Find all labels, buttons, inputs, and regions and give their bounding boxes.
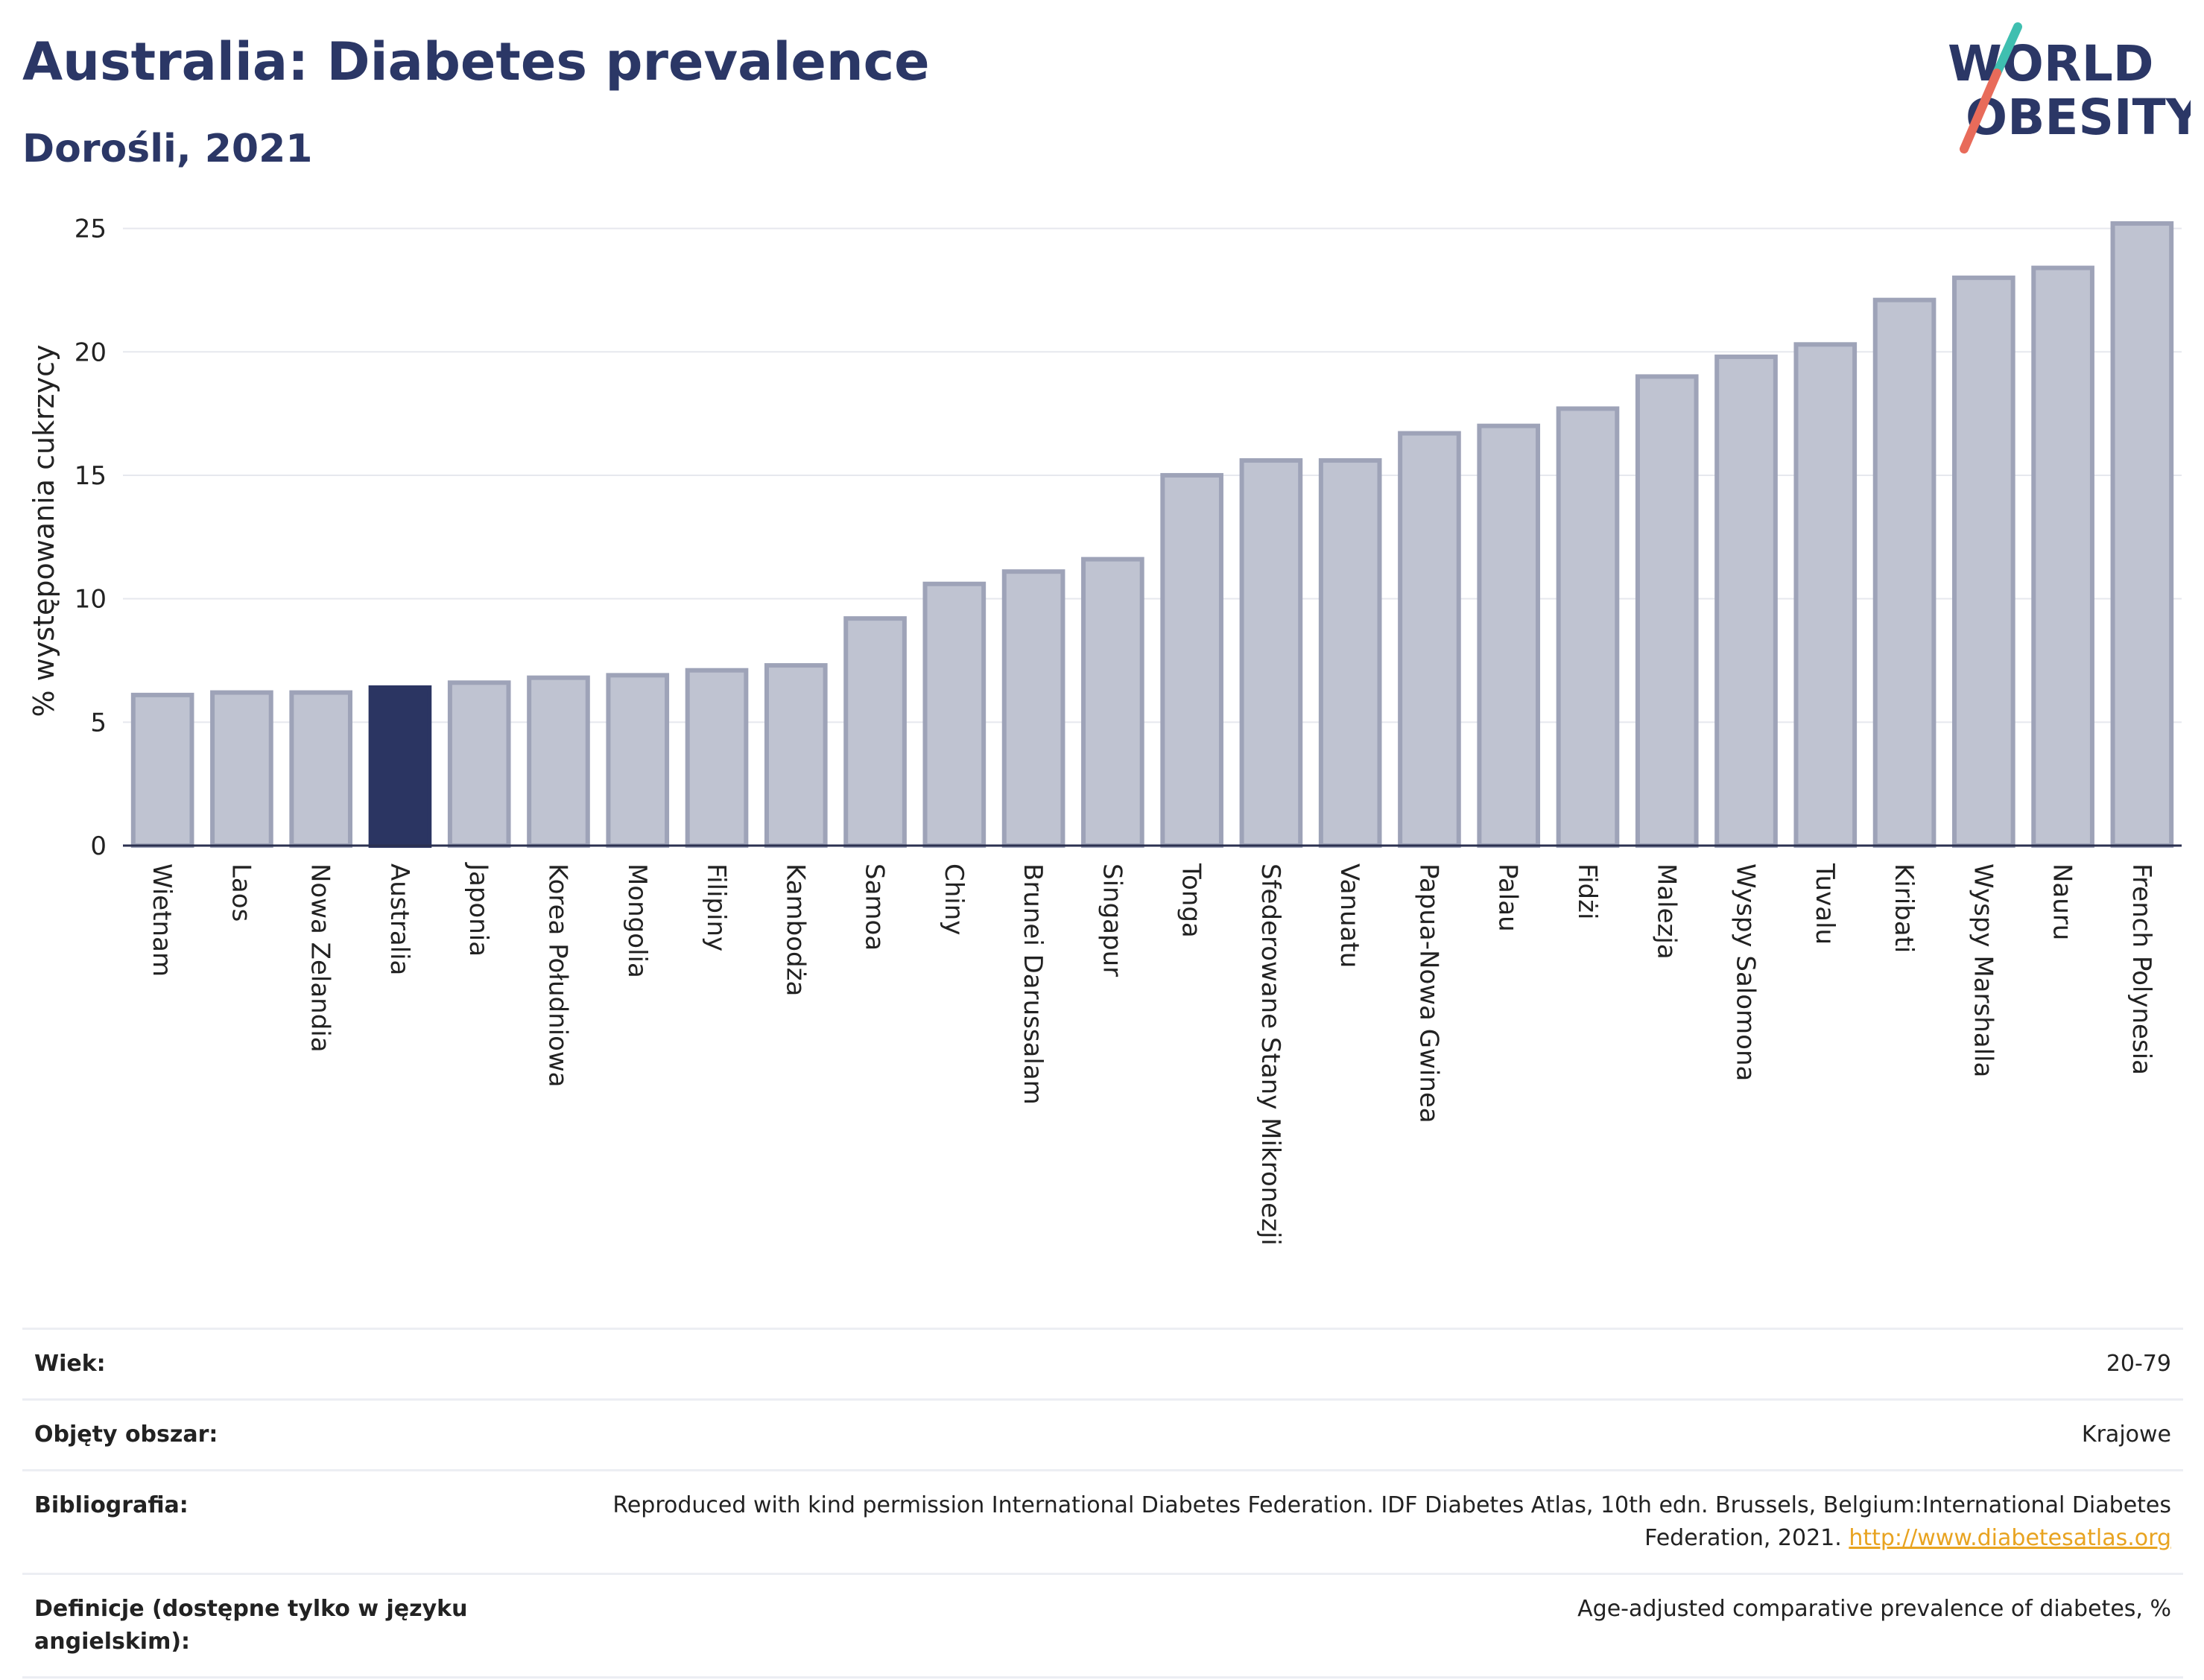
bar-malezja — [1635, 374, 1699, 848]
metadata-table: Wiek: 20-79 Objęty obszar: Krajowe Bibli… — [22, 1328, 2183, 1679]
x-tick-label: Nowa Zelandia — [305, 863, 335, 1053]
x-tick-label: Kambodża — [780, 863, 810, 996]
x-tick-label: Chiny — [939, 863, 969, 935]
bar-tuvalu — [1793, 342, 1858, 848]
x-tick-label: French Polynesia — [2127, 863, 2156, 1075]
meta-value-age: 20-79 — [2106, 1351, 2171, 1377]
bar-laos — [210, 690, 273, 848]
y-tick-label: 0 — [90, 831, 107, 861]
meta-label-bibliography: Bibliografia: — [34, 1492, 189, 1518]
x-tick-label: Vanuatu — [1334, 863, 1364, 968]
diabetesatlas-link[interactable]: http://www.diabetesatlas.org — [1849, 1525, 2171, 1551]
x-tick-label: Palau — [1493, 863, 1523, 932]
bar-japonia — [447, 680, 511, 849]
x-tick-label: Samoa — [860, 863, 890, 951]
x-tick-label: Japonia — [463, 862, 493, 957]
bar-filipiny — [685, 668, 749, 848]
bibliography-text: Reproduced with kind permission Internat… — [612, 1492, 2171, 1551]
x-tick-label: Wietnam — [147, 863, 177, 977]
bar-singapur — [1081, 557, 1144, 848]
bar-brunei-darussalam — [1001, 569, 1065, 848]
bar-chart: 0 5 10 15 20 25 Wietnam Laos Nowa Zelandia Austra… — [28, 215, 2182, 1246]
x-tick-label: Tonga — [1177, 863, 1206, 938]
y-tick-label: 5 — [90, 708, 107, 738]
y-tick-label: 15 — [75, 461, 107, 491]
bar-nauru — [2031, 265, 2094, 848]
meta-label-definitions: Definicje (dostępne tylko w języku angie… — [34, 1596, 468, 1655]
bar-chiny — [922, 581, 987, 849]
x-tick-label: Laos — [226, 863, 256, 922]
meta-label-age: Wiek: — [34, 1351, 106, 1377]
bar-french-polynesia — [2110, 221, 2174, 849]
world-obesity-logo: WORLD OBESITY — [1948, 22, 2191, 153]
meta-value-definitions: Age-adjusted comparative prevalence of d… — [1577, 1596, 2171, 1622]
bar-papua-nowa-gwinea — [1398, 431, 1461, 848]
meta-row-age: Wiek: 20-79 — [22, 1328, 2183, 1398]
meta-row-area: Objęty obszar: Krajowe — [22, 1398, 2183, 1469]
x-tick-label: Filipiny — [701, 863, 731, 951]
y-tick-label: 10 — [75, 585, 107, 615]
logo-line1: WORLD — [1948, 35, 2154, 92]
bar-samoa — [843, 616, 907, 848]
y-tick-label: 25 — [75, 215, 107, 244]
meta-row-definitions: Definicje (dostępne tylko w języku angie… — [22, 1573, 2183, 1679]
x-tick-label: Fidżi — [1572, 863, 1602, 919]
bar-tonga — [1160, 472, 1223, 848]
chart-subtitle: Dorośli, 2021 — [22, 127, 313, 171]
x-tick-label: Australia — [384, 863, 414, 975]
x-tick-label: Malezja — [1651, 863, 1681, 960]
meta-value-bibliography: Reproduced with kind permission Internat… — [607, 1489, 2171, 1555]
bar-wietnam — [130, 692, 194, 848]
bar-kambodża — [764, 663, 828, 848]
bar-korea-południowa — [527, 675, 590, 849]
bar-kiribati — [1872, 297, 1937, 848]
chart-title: Australia: Diabetes prevalence — [22, 31, 930, 92]
logo-line2: OBESITY — [1966, 89, 2191, 146]
meta-value-area: Krajowe — [2081, 1421, 2171, 1448]
bar-mongolia — [606, 673, 670, 849]
x-tick-label: Nauru — [2048, 863, 2077, 940]
meta-row-bibliography: Bibliografia: Reproduced with kind permi… — [22, 1469, 2183, 1573]
bar-vanuatu — [1318, 458, 1382, 848]
meta-label-area: Objęty obszar: — [34, 1421, 218, 1448]
x-tick-label: Singapur — [1097, 863, 1127, 977]
x-tick-label: Kiribati — [1889, 863, 1919, 953]
x-tick-label: Wyspy Marshalla — [1968, 863, 1998, 1077]
x-tick-label: Mongolia — [622, 863, 652, 978]
bar-wyspy-marshalla — [1952, 275, 2015, 848]
bar-palau — [1477, 423, 1541, 848]
y-axis-label: % występowania cukrzycy — [28, 345, 60, 717]
x-tick-label: Papua-Nowa Gwinea — [1413, 863, 1443, 1123]
bar-sfederowane-stany-mikronezji — [1239, 458, 1303, 848]
x-tick-label: Tuvalu — [1810, 863, 1840, 945]
x-tick-label: Korea Południowa — [542, 863, 572, 1088]
x-tick-label: Brunei Darussalam — [1018, 863, 1048, 1105]
x-tick-label: Wyspy Salomona — [1731, 863, 1761, 1081]
bar-australia — [368, 685, 432, 848]
x-tick-label: Sfederowane Stany Mikronezji — [1255, 863, 1285, 1246]
bar-wyspy-salomona — [1714, 354, 1778, 849]
y-tick-label: 20 — [75, 337, 107, 367]
bar-nowa-zelandia — [289, 690, 352, 848]
bar-fidżi — [1556, 406, 1620, 848]
